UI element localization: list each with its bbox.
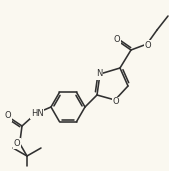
Text: O: O (14, 139, 20, 148)
Text: N: N (96, 69, 102, 78)
Text: O: O (113, 97, 119, 107)
Text: O: O (5, 111, 11, 121)
Text: HN: HN (31, 109, 43, 117)
Text: O: O (145, 41, 151, 49)
Text: O: O (114, 36, 120, 44)
